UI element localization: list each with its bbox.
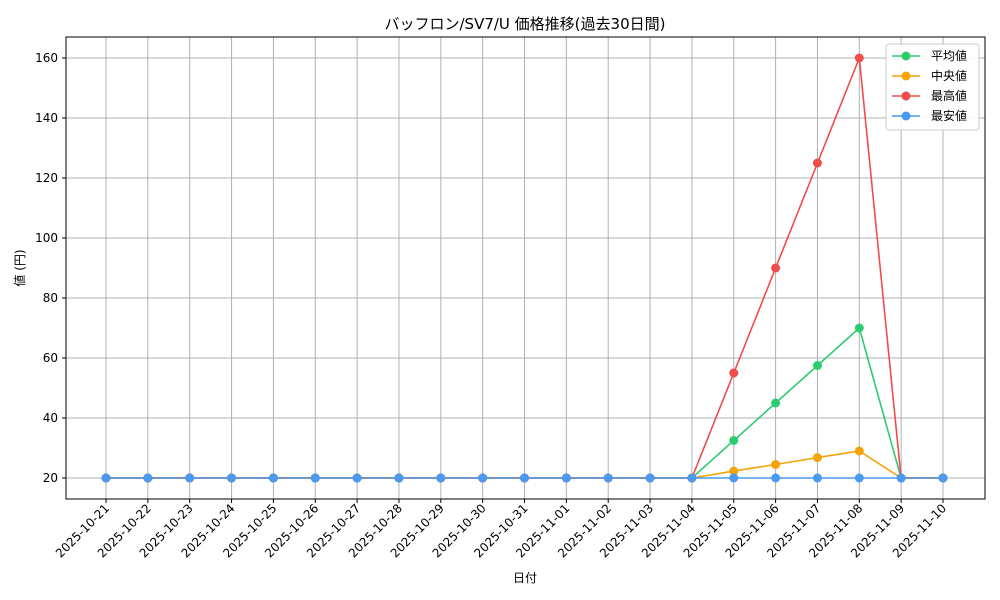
data-point (436, 473, 446, 483)
x-axis-ticks: 2025-10-212025-10-222025-10-232025-10-24… (53, 499, 949, 560)
data-point (729, 436, 739, 445)
data-point (938, 473, 948, 483)
y-tick-label: 140 (35, 111, 58, 125)
legend-swatch-marker (901, 91, 911, 101)
chart-title: バッフロン/SV7/U 価格推移(過去30日間) (385, 15, 666, 33)
data-point (603, 473, 613, 483)
y-axis-label: 値 (円) (12, 249, 27, 286)
y-tick-label: 80 (43, 291, 58, 305)
data-point (729, 368, 739, 378)
legend-swatch-marker (901, 71, 911, 81)
y-tick-label: 20 (43, 471, 58, 485)
y-tick-label: 40 (43, 411, 58, 425)
legend-label: 中央値 (931, 68, 967, 83)
legend-label: 最安値 (931, 108, 967, 123)
legend-label: 最高値 (931, 88, 967, 103)
data-point (812, 453, 822, 463)
data-point (771, 460, 781, 469)
grid (66, 37, 985, 499)
data-point (687, 473, 697, 483)
data-point (812, 473, 822, 483)
x-axis-label: 日付 (513, 571, 537, 585)
data-point (268, 473, 278, 483)
data-point (185, 473, 195, 483)
data-point (310, 473, 320, 483)
data-point (101, 473, 111, 483)
data-point (561, 473, 571, 483)
series-layer (101, 53, 948, 483)
data-point (854, 323, 864, 333)
y-tick-label: 60 (43, 351, 58, 365)
data-point (394, 473, 404, 483)
y-tick-label: 160 (35, 51, 58, 65)
data-point (478, 473, 488, 483)
data-point (854, 473, 864, 483)
legend-swatch-marker (901, 51, 911, 61)
y-tick-label: 120 (35, 171, 58, 185)
data-point (227, 473, 237, 483)
data-point (143, 473, 153, 483)
data-point (729, 466, 739, 476)
data-point (352, 473, 362, 483)
data-point (896, 473, 906, 483)
data-point (771, 473, 781, 483)
y-tick-label: 100 (35, 231, 58, 245)
data-point (729, 473, 739, 483)
legend-label: 平均値 (931, 48, 967, 63)
data-point (854, 446, 864, 456)
series-最安値 (101, 473, 948, 483)
data-point (645, 473, 655, 483)
data-point (812, 158, 822, 168)
legend-swatch-marker (901, 111, 911, 121)
legend-box (885, 43, 980, 131)
data-point (854, 53, 864, 63)
data-point (520, 473, 529, 483)
data-point (771, 263, 781, 273)
plot-frame (65, 36, 986, 500)
data-point (771, 398, 781, 408)
data-point (812, 361, 822, 370)
y-axis-ticks: 20 40 60 80 100 120 140 160 (35, 51, 66, 485)
